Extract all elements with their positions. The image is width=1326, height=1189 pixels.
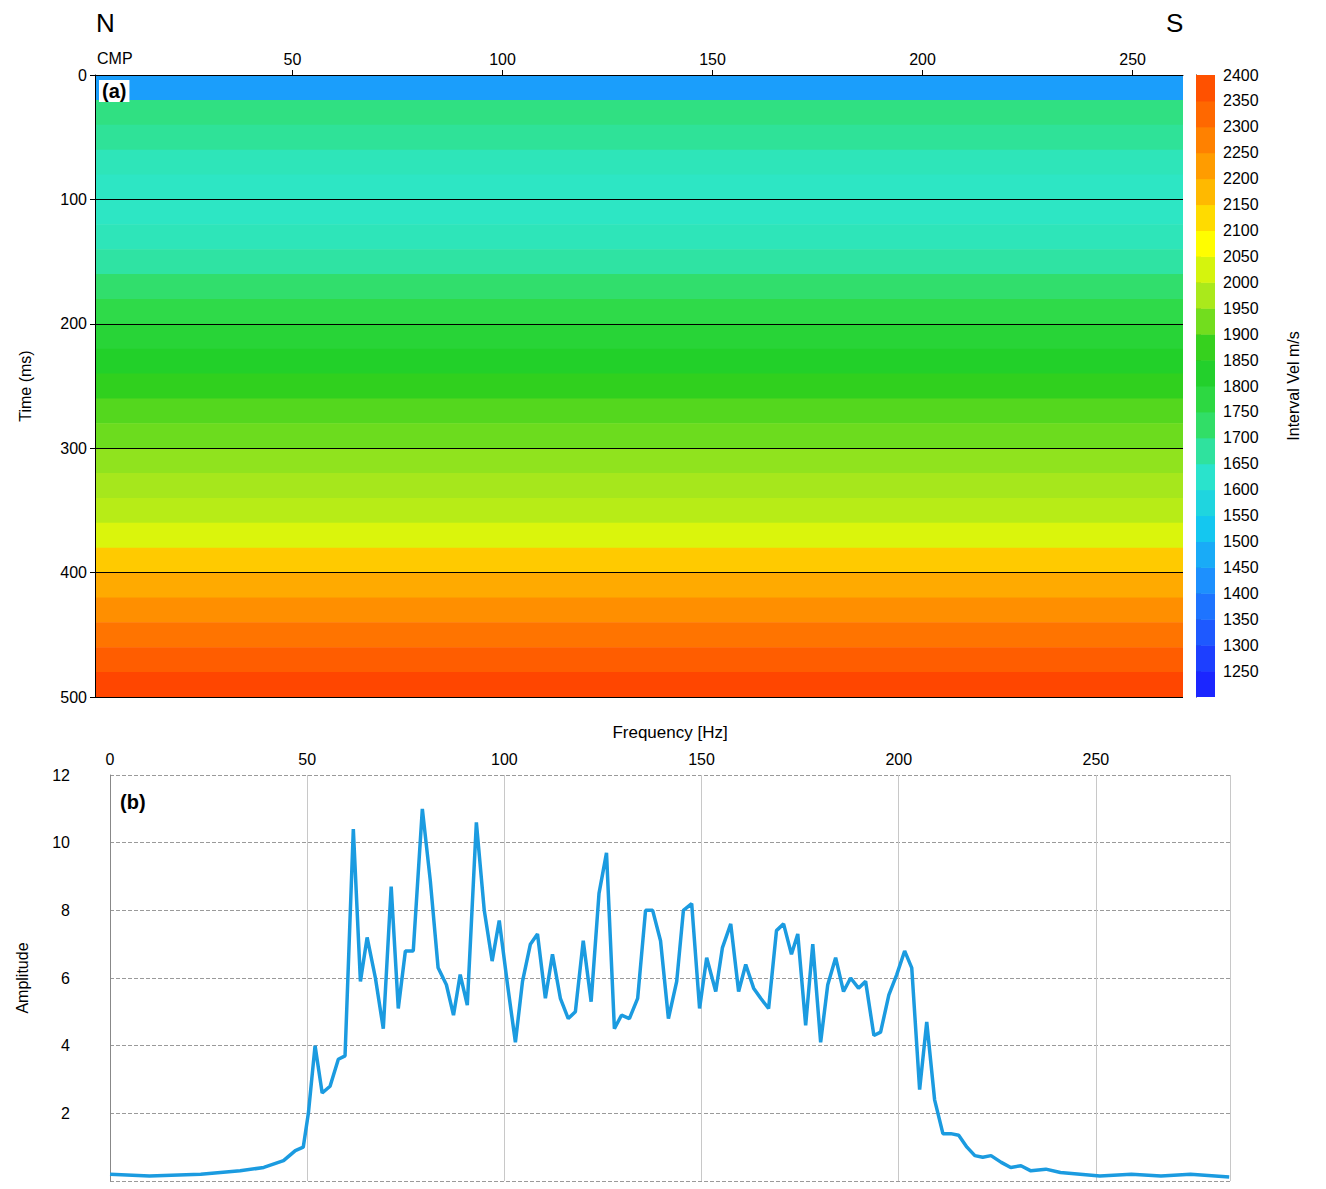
- svg-text:1550: 1550: [1223, 507, 1259, 524]
- svg-text:1250: 1250: [1223, 663, 1259, 680]
- svg-text:200: 200: [885, 751, 912, 768]
- svg-text:1500: 1500: [1223, 533, 1259, 550]
- svg-text:1800: 1800: [1223, 378, 1259, 395]
- svg-text:200: 200: [60, 315, 87, 332]
- svg-text:1650: 1650: [1223, 455, 1259, 472]
- svg-text:100: 100: [491, 751, 518, 768]
- svg-text:2050: 2050: [1223, 248, 1259, 265]
- svg-text:12: 12: [52, 767, 70, 784]
- svg-text:2200: 2200: [1223, 170, 1259, 187]
- svg-text:4: 4: [61, 1037, 70, 1054]
- svg-text:50: 50: [298, 751, 316, 768]
- svg-text:300: 300: [60, 440, 87, 457]
- svg-text:Frequency [Hz]: Frequency [Hz]: [612, 723, 727, 742]
- svg-text:1700: 1700: [1223, 429, 1259, 446]
- svg-text:1850: 1850: [1223, 352, 1259, 369]
- svg-text:Interval Vel m/s: Interval Vel m/s: [1285, 331, 1302, 440]
- svg-text:Time (ms): Time (ms): [17, 350, 34, 421]
- svg-text:2100: 2100: [1223, 222, 1259, 239]
- svg-text:500: 500: [60, 689, 87, 706]
- svg-text:100: 100: [489, 51, 516, 68]
- svg-text:1300: 1300: [1223, 637, 1259, 654]
- svg-text:6: 6: [61, 970, 70, 987]
- svg-text:(a): (a): [102, 80, 126, 102]
- svg-text:Amplitude: Amplitude: [14, 942, 31, 1013]
- svg-text:0: 0: [106, 751, 115, 768]
- svg-text:2: 2: [61, 1105, 70, 1122]
- svg-text:S: S: [1166, 8, 1183, 38]
- svg-text:2250: 2250: [1223, 144, 1259, 161]
- svg-text:CMP: CMP: [97, 50, 133, 67]
- svg-text:10: 10: [52, 834, 70, 851]
- svg-text:1950: 1950: [1223, 300, 1259, 317]
- svg-text:1600: 1600: [1223, 481, 1259, 498]
- svg-text:50: 50: [284, 51, 302, 68]
- svg-text:2000: 2000: [1223, 274, 1259, 291]
- svg-text:0: 0: [78, 67, 87, 84]
- svg-text:250: 250: [1083, 751, 1110, 768]
- svg-text:N: N: [96, 8, 115, 38]
- svg-text:2400: 2400: [1223, 67, 1259, 84]
- svg-text:1400: 1400: [1223, 585, 1259, 602]
- svg-text:1750: 1750: [1223, 403, 1259, 420]
- svg-text:250: 250: [1119, 51, 1146, 68]
- svg-text:1450: 1450: [1223, 559, 1259, 576]
- svg-text:1900: 1900: [1223, 326, 1259, 343]
- svg-text:2150: 2150: [1223, 196, 1259, 213]
- svg-text:2300: 2300: [1223, 118, 1259, 135]
- svg-text:150: 150: [688, 751, 715, 768]
- svg-text:200: 200: [909, 51, 936, 68]
- svg-text:100: 100: [60, 191, 87, 208]
- svg-text:400: 400: [60, 564, 87, 581]
- svg-text:8: 8: [61, 902, 70, 919]
- svg-text:2350: 2350: [1223, 92, 1259, 109]
- svg-text:150: 150: [699, 51, 726, 68]
- svg-text:(b): (b): [120, 791, 146, 813]
- svg-text:1350: 1350: [1223, 611, 1259, 628]
